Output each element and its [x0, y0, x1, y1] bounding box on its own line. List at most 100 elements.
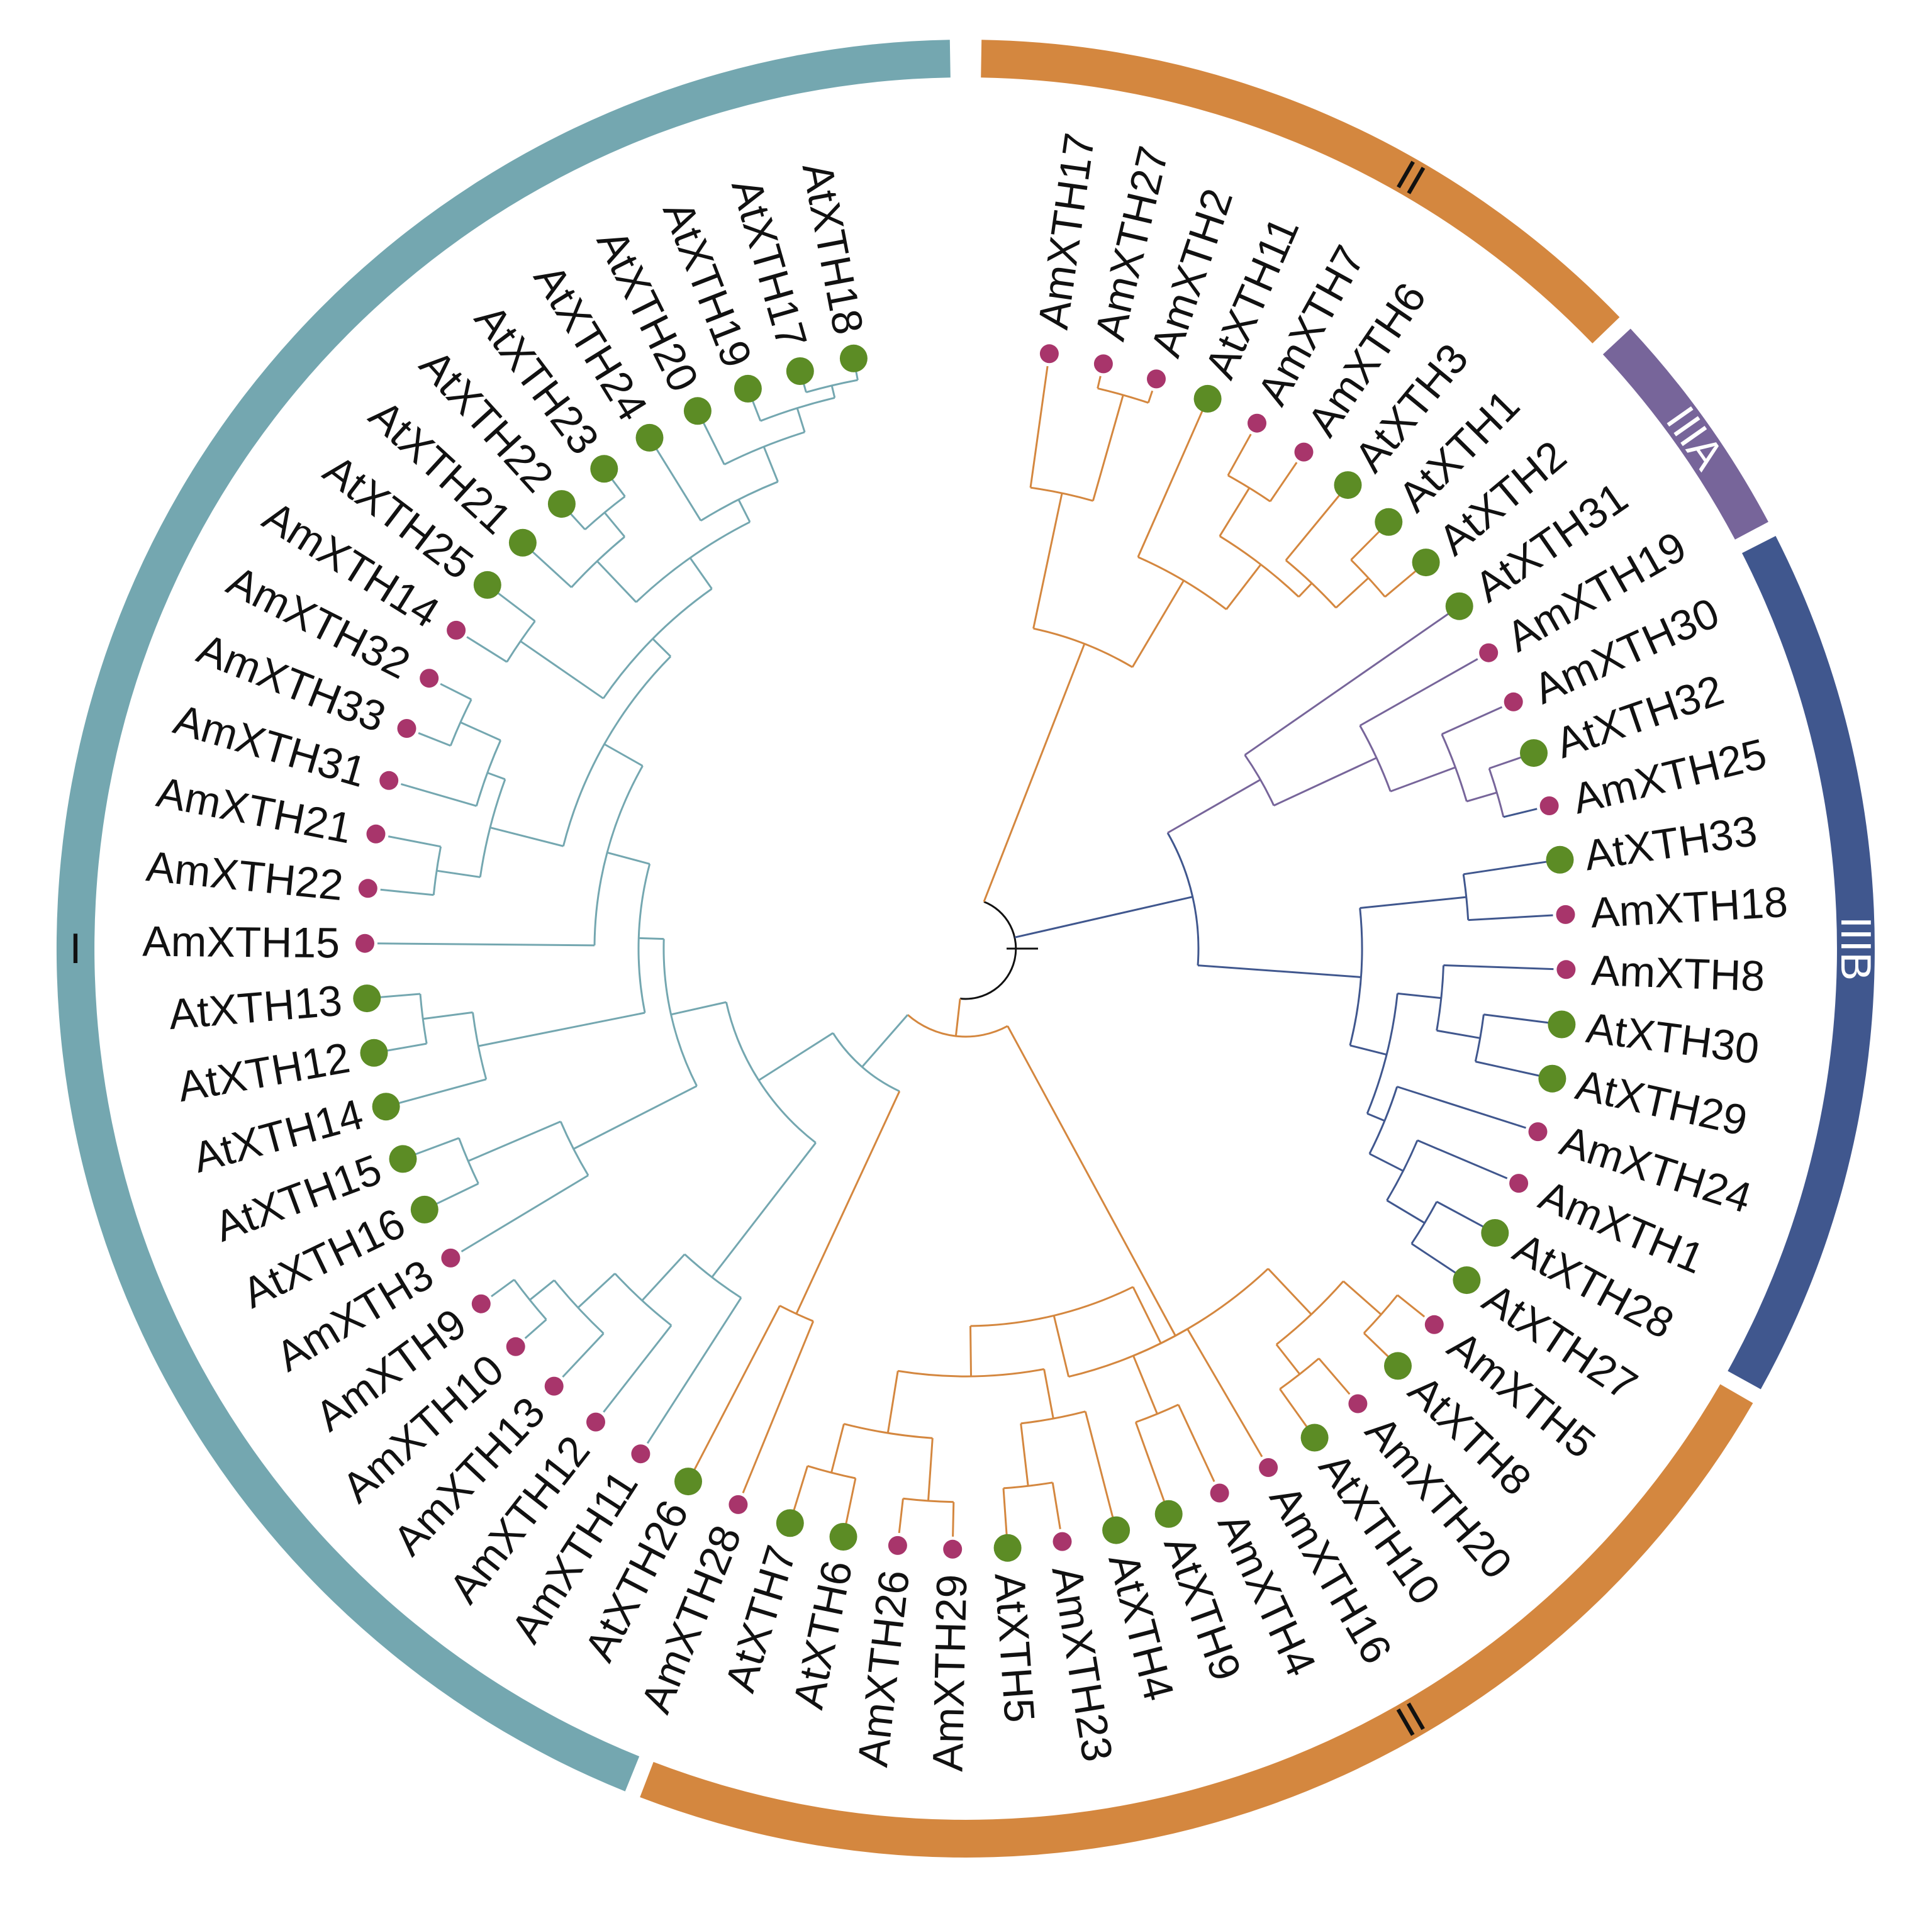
- branch-line: [1390, 766, 1456, 793]
- branch-line: [1137, 410, 1203, 558]
- branch-line: [1051, 1482, 1061, 1530]
- arabidopsis-marker: [508, 528, 537, 557]
- branch-arc: [584, 496, 626, 530]
- amaranth-marker: [586, 1412, 605, 1432]
- arabidopsis-marker: [1300, 1424, 1329, 1452]
- branch-line: [830, 1424, 845, 1473]
- branch-line: [377, 942, 595, 947]
- tip-label: AmXTH29: [924, 1574, 976, 1772]
- branch-arc: [844, 1423, 933, 1439]
- amaranth-marker: [471, 1294, 491, 1313]
- branch-line: [529, 1279, 555, 1301]
- branch-line: [1483, 1013, 1550, 1024]
- branch-line: [569, 512, 586, 530]
- amaranth-marker: [447, 620, 466, 640]
- arabidopsis-marker: [1193, 384, 1222, 413]
- amaranth-marker: [1053, 1532, 1072, 1551]
- amaranth-marker: [1147, 369, 1166, 389]
- branch-line: [1397, 1294, 1426, 1318]
- group-ring-segment: [640, 1384, 1753, 1858]
- branch-line: [1227, 433, 1252, 476]
- branch-arc: [684, 1253, 742, 1299]
- amaranth-marker: [1528, 1122, 1548, 1142]
- branch-line: [423, 1011, 473, 1020]
- branch-arc: [1219, 535, 1300, 598]
- tip-label: AtXTH13: [167, 977, 343, 1039]
- amaranth-marker: [379, 771, 399, 790]
- branch-line: [1397, 1086, 1526, 1129]
- amaranth-marker: [1248, 413, 1266, 433]
- branch-line: [1032, 493, 1063, 629]
- branch-line: [1503, 808, 1538, 818]
- branch-line: [461, 1174, 589, 1252]
- branch-line: [1132, 1355, 1158, 1415]
- branch-line: [1466, 791, 1497, 803]
- branch-line: [1134, 1422, 1166, 1503]
- amaranth-marker: [1294, 442, 1314, 462]
- branch-line: [1007, 1025, 1176, 1337]
- arabidopsis-marker: [1154, 1500, 1183, 1528]
- group-ring-segment: [981, 40, 1620, 343]
- amaranth-marker: [441, 1248, 461, 1268]
- group-ring-segment: [1602, 328, 1768, 540]
- branch-arc: [506, 620, 536, 663]
- branch-line: [1343, 1280, 1382, 1315]
- branch-arc: [1030, 486, 1093, 502]
- amaranth-marker: [1556, 960, 1576, 979]
- amaranth-marker: [1348, 1394, 1368, 1413]
- branch-arc: [1366, 993, 1399, 1114]
- arabidopsis-marker: [389, 1145, 417, 1173]
- branch-arc: [637, 864, 651, 1013]
- branch-line: [520, 640, 604, 699]
- branch-arc: [1350, 559, 1386, 598]
- branch-line: [487, 772, 506, 781]
- branch-line: [641, 1253, 686, 1301]
- branch-line: [702, 421, 725, 465]
- branch-line: [927, 1438, 934, 1502]
- branch-line: [1029, 365, 1049, 488]
- branch-line: [1020, 1423, 1029, 1486]
- arabidopsis-marker: [1548, 1010, 1576, 1039]
- arabidopsis-marker: [776, 1509, 804, 1537]
- branch-line: [861, 1014, 908, 1068]
- tip-label: AtXTH5: [985, 1571, 1043, 1724]
- branch-line: [1441, 706, 1503, 735]
- branch-arc: [475, 740, 502, 806]
- branch-arc: [897, 1368, 1044, 1378]
- arabidopsis-marker: [674, 1468, 702, 1496]
- branch-arc: [593, 765, 644, 945]
- tip-label: AmXTH18: [1589, 878, 1789, 937]
- branch-arc: [1097, 387, 1149, 404]
- branch-line: [596, 560, 637, 603]
- branch-line: [1279, 1388, 1309, 1429]
- branch-line: [1043, 1369, 1054, 1419]
- branch-arc: [805, 379, 858, 394]
- branch-line: [1219, 487, 1251, 537]
- branch-arc: [602, 588, 713, 699]
- branch-line: [466, 636, 508, 663]
- branch-line: [742, 1320, 815, 1493]
- branch-arc: [700, 481, 779, 521]
- branch-arc: [662, 939, 698, 1087]
- branch-arc: [553, 1279, 605, 1334]
- branch-line: [793, 1465, 809, 1512]
- branch-line: [1350, 530, 1381, 561]
- branch-line: [1360, 896, 1466, 909]
- branch-arc: [1279, 1357, 1320, 1390]
- branch-line: [1269, 462, 1298, 502]
- branch-line: [758, 1032, 834, 1081]
- branch-line: [1463, 861, 1548, 876]
- branch-arc: [513, 1279, 547, 1320]
- branch-line: [689, 557, 713, 589]
- branch-arc: [449, 699, 472, 747]
- branch-arc: [1285, 559, 1337, 609]
- arabidopsis-marker: [1384, 1352, 1412, 1380]
- arabidopsis-marker: [360, 1039, 388, 1067]
- amaranth-marker: [1424, 1315, 1444, 1334]
- branch-line: [954, 998, 961, 1037]
- branch-arc: [779, 1305, 814, 1322]
- branch-line: [1014, 896, 1193, 939]
- branch-line: [388, 835, 441, 848]
- branch-line: [1226, 564, 1262, 610]
